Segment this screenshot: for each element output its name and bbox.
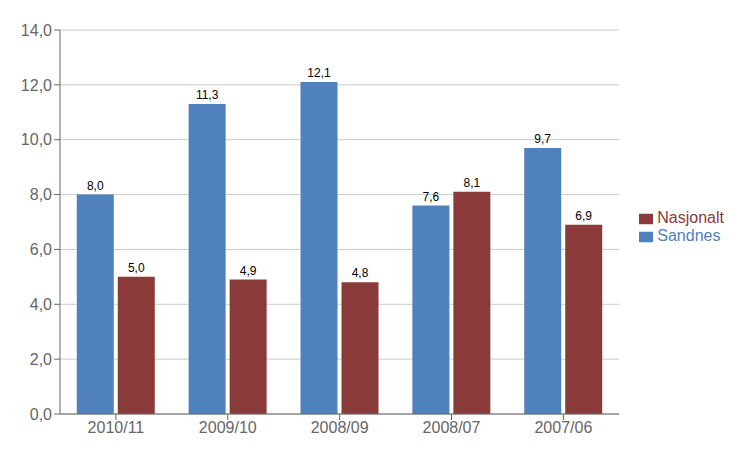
html-text:Sandnes: Sandnes xyxy=(657,227,721,244)
svg-text:2,0: 2,0 xyxy=(30,351,52,368)
svg-text:8,0: 8,0 xyxy=(30,186,52,203)
svg-text:2010/11: 2010/11 xyxy=(88,419,145,436)
svg-text:12,0: 12,0 xyxy=(21,77,52,94)
svg-text:2008/07: 2008/07 xyxy=(423,419,481,436)
svg-text:5,0: 5,0 xyxy=(128,261,145,275)
svg-text:14,0: 14,0 xyxy=(21,22,52,39)
svg-text:4,0: 4,0 xyxy=(30,296,52,313)
svg-text:6,9: 6,9 xyxy=(575,209,592,223)
svg-text:2009/10: 2009/10 xyxy=(199,419,257,436)
svg-text:10,0: 10,0 xyxy=(21,131,52,148)
svg-text:4,9: 4,9 xyxy=(240,264,257,278)
svg-text:2008/09: 2008/09 xyxy=(311,419,369,436)
svg-text:8,0: 8,0 xyxy=(87,179,104,193)
svg-text:6,0: 6,0 xyxy=(30,241,52,258)
svg-text:4,8: 4,8 xyxy=(352,266,369,280)
svg-text:9,7: 9,7 xyxy=(534,132,551,146)
svg-text:12,1: 12,1 xyxy=(307,66,331,80)
svg-text:7,6: 7,6 xyxy=(423,190,440,204)
svg-text:8,1: 8,1 xyxy=(464,176,481,190)
svg-text:11,3: 11,3 xyxy=(196,88,219,102)
svg-text:0,0: 0,0 xyxy=(30,406,52,423)
svg-text:2007/06: 2007/06 xyxy=(534,419,592,436)
html-text:Nasjonalt: Nasjonalt xyxy=(657,209,724,226)
